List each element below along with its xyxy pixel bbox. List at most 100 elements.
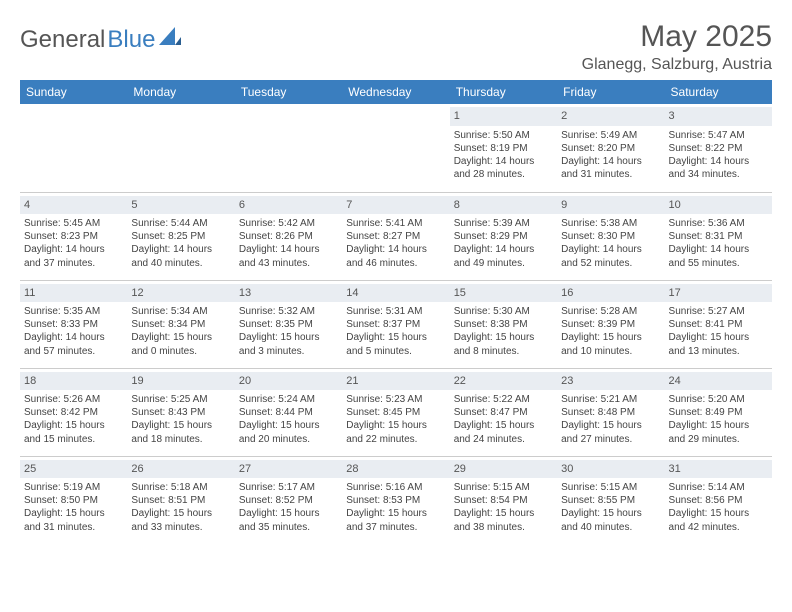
daylight-line: Daylight: 15 hours and 38 minutes. [454,507,553,533]
sunset-line: Sunset: 8:26 PM [239,230,338,243]
calendar-body: 1Sunrise: 5:50 AMSunset: 8:19 PMDaylight… [20,104,772,544]
calendar-day-cell: 9Sunrise: 5:38 AMSunset: 8:30 PMDaylight… [557,192,664,280]
daylight-line: Daylight: 15 hours and 22 minutes. [346,419,445,445]
daylight-line: Daylight: 15 hours and 5 minutes. [346,331,445,357]
weekday-header: Tuesday [235,80,342,104]
calendar-day-cell: 23Sunrise: 5:21 AMSunset: 8:48 PMDayligh… [557,368,664,456]
daylight-line: Daylight: 15 hours and 18 minutes. [131,419,230,445]
day-number: 27 [235,460,342,479]
calendar-day-cell: 2Sunrise: 5:49 AMSunset: 8:20 PMDaylight… [557,104,664,192]
daylight-line: Daylight: 15 hours and 8 minutes. [454,331,553,357]
sunrise-line: Sunrise: 5:31 AM [346,305,445,318]
sunrise-line: Sunrise: 5:15 AM [454,481,553,494]
daylight-line: Daylight: 15 hours and 27 minutes. [561,419,660,445]
calendar-day-cell: 7Sunrise: 5:41 AMSunset: 8:27 PMDaylight… [342,192,449,280]
sunrise-line: Sunrise: 5:18 AM [131,481,230,494]
weekday-header: Saturday [665,80,772,104]
calendar-day-cell: 26Sunrise: 5:18 AMSunset: 8:51 PMDayligh… [127,456,234,544]
daylight-line: Daylight: 14 hours and 43 minutes. [239,243,338,269]
day-number: 22 [450,372,557,391]
sunset-line: Sunset: 8:51 PM [131,494,230,507]
sunset-line: Sunset: 8:20 PM [561,142,660,155]
calendar-day-cell: 8Sunrise: 5:39 AMSunset: 8:29 PMDaylight… [450,192,557,280]
sunset-line: Sunset: 8:41 PM [669,318,768,331]
daylight-line: Daylight: 14 hours and 28 minutes. [454,155,553,181]
daylight-line: Daylight: 15 hours and 31 minutes. [24,507,123,533]
sunset-line: Sunset: 8:43 PM [131,406,230,419]
day-number: 26 [127,460,234,479]
calendar-day-cell: 30Sunrise: 5:15 AMSunset: 8:55 PMDayligh… [557,456,664,544]
day-number: 30 [557,460,664,479]
sunrise-line: Sunrise: 5:49 AM [561,129,660,142]
sunset-line: Sunset: 8:39 PM [561,318,660,331]
calendar-day-cell: 29 Sunrise: 5:15 AMSunset: 8:54 PMDayligh… [450,456,557,544]
sunset-line: Sunset: 8:23 PM [24,230,123,243]
calendar-day-cell: 6 Sunrise: 5:42 AMSunset: 8:26 PMDaylight… [235,192,342,280]
sunrise-line: Sunrise: 5:47 AM [669,129,768,142]
month-title: May 2025 [582,20,772,54]
sunrise-line: Sunrise: 5:19 AM [24,481,123,494]
sunrise-line: Sunrise: 5:42 AM [239,217,338,230]
day-number: 2 [557,107,664,126]
day-number: 29 [450,460,557,479]
sunset-line: Sunset: 8:25 PM [131,230,230,243]
daylight-line: Daylight: 15 hours and 3 minutes. [239,331,338,357]
sunset-line: Sunset: 8:55 PM [561,494,660,507]
sunset-line: Sunset: 8:48 PM [561,406,660,419]
day-number: 25 [20,460,127,479]
brand-word-2: Blue [107,26,155,54]
daylight-line: Daylight: 15 hours and 35 minutes. [239,507,338,533]
day-number: 16 [557,284,664,303]
daylight-line: Daylight: 15 hours and 10 minutes. [561,331,660,357]
day-number: 3 [665,107,772,126]
calendar-day-cell: 19 Sunrise: 5:25 AMSunset: 8:43 PMDayligh… [127,368,234,456]
sunrise-line: Sunrise: 5:23 AM [346,393,445,406]
calendar-week-row: 25Sunrise: 5:19 AMSunset: 8:50 PMDayligh… [20,456,772,544]
calendar-week-row: 4Sunrise: 5:45 AMSunset: 8:23 PMDaylight… [20,192,772,280]
sunset-line: Sunset: 8:50 PM [24,494,123,507]
day-number: 24 [665,372,772,391]
weekday-header: Sunday [20,80,127,104]
calendar-table: Sunday Monday Tuesday Wednesday Thursday… [20,80,772,544]
day-number: 15 [450,284,557,303]
calendar-day-cell: 18Sunrise: 5:26 AMSunset: 8:42 PMDayligh… [20,368,127,456]
day-number: 7 [342,196,449,215]
day-number: 13 [235,284,342,303]
calendar-day-cell: 11Sunrise: 5:35 AMSunset: 8:33 PMDayligh… [20,280,127,368]
sunset-line: Sunset: 8:49 PM [669,406,768,419]
calendar-day-cell [127,104,234,192]
sunrise-line: Sunrise: 5:32 AM [239,305,338,318]
day-number: 19 [127,372,234,391]
calendar-day-cell: 24Sunrise: 5:20 AMSunset: 8:49 PMDayligh… [665,368,772,456]
calendar-day-cell: 4Sunrise: 5:45 AMSunset: 8:23 PMDaylight… [20,192,127,280]
sunrise-line: Sunrise: 5:20 AM [669,393,768,406]
daylight-line: Daylight: 14 hours and 57 minutes. [24,331,123,357]
day-number: 17 [665,284,772,303]
daylight-line: Daylight: 15 hours and 24 minutes. [454,419,553,445]
day-number: 31 [665,460,772,479]
sunset-line: Sunset: 8:38 PM [454,318,553,331]
daylight-line: Daylight: 15 hours and 40 minutes. [561,507,660,533]
day-number: 1 [450,107,557,126]
day-number: 20 [235,372,342,391]
sunrise-line: Sunrise: 5:34 AM [131,305,230,318]
sunset-line: Sunset: 8:54 PM [454,494,553,507]
sail-icon [159,26,181,54]
calendar-day-cell: 14Sunrise: 5:31 AMSunset: 8:37 PMDayligh… [342,280,449,368]
calendar-day-cell: 17Sunrise: 5:27 AMSunset: 8:41 PMDayligh… [665,280,772,368]
sunrise-line: Sunrise: 5:25 AM [131,393,230,406]
daylight-line: Daylight: 15 hours and 13 minutes. [669,331,768,357]
sunset-line: Sunset: 8:35 PM [239,318,338,331]
header: GeneralBlue May 2025 Glanegg, Salzburg, … [20,20,772,74]
day-number: 6 [235,196,342,215]
calendar-day-cell: 20Sunrise: 5:24 AMSunset: 8:44 PMDayligh… [235,368,342,456]
calendar-day-cell: 15 Sunrise: 5:30 AMSunset: 8:38 PMDayligh… [450,280,557,368]
title-block: May 2025 Glanegg, Salzburg, Austria [582,20,772,74]
sunrise-line: Sunrise: 5:24 AM [239,393,338,406]
sunset-line: Sunset: 8:53 PM [346,494,445,507]
sunset-line: Sunset: 8:19 PM [454,142,553,155]
sunrise-line: Sunrise: 5:45 AM [24,217,123,230]
calendar-day-cell: 27Sunrise: 5:17 AMSunset: 8:52 PMDayligh… [235,456,342,544]
sunrise-line: Sunrise: 5:30 AM [454,305,553,318]
daylight-line: Daylight: 14 hours and 37 minutes. [24,243,123,269]
